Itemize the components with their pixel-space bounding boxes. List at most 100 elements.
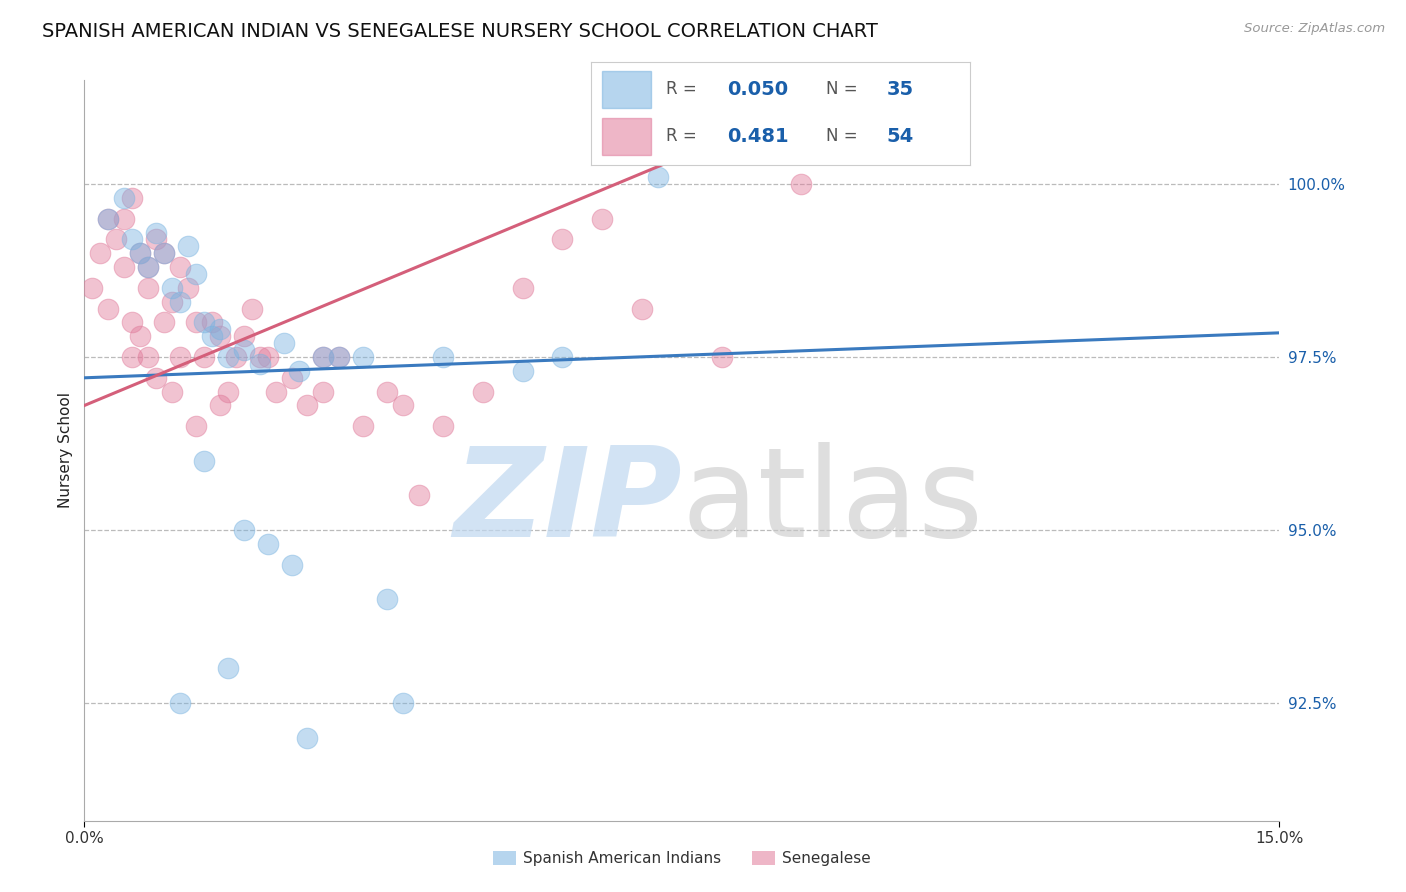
Point bbox=[408, 488, 430, 502]
Point bbox=[105, 232, 128, 246]
Point bbox=[184, 267, 207, 281]
Point bbox=[136, 350, 159, 364]
Point bbox=[551, 232, 574, 246]
Point bbox=[392, 399, 415, 413]
Point bbox=[153, 246, 176, 260]
Point bbox=[512, 281, 534, 295]
Point bbox=[169, 294, 191, 309]
Point bbox=[145, 232, 167, 246]
Text: ZIP: ZIP bbox=[453, 442, 682, 563]
Point bbox=[352, 350, 374, 364]
Point bbox=[121, 350, 143, 364]
Text: 0.481: 0.481 bbox=[727, 127, 789, 145]
Point bbox=[217, 350, 239, 364]
Point bbox=[121, 315, 143, 329]
Point bbox=[232, 343, 254, 358]
Point bbox=[136, 260, 159, 274]
Point bbox=[297, 399, 319, 413]
Point bbox=[177, 239, 200, 253]
Point bbox=[193, 315, 215, 329]
Point bbox=[97, 211, 120, 226]
Legend: Spanish American Indians, Senegalese: Spanish American Indians, Senegalese bbox=[486, 845, 877, 872]
Point bbox=[160, 384, 183, 399]
Point bbox=[112, 211, 135, 226]
Point bbox=[177, 281, 200, 295]
Text: 35: 35 bbox=[887, 79, 914, 99]
Point bbox=[392, 696, 415, 710]
Point bbox=[352, 419, 374, 434]
Point bbox=[375, 384, 398, 399]
Point bbox=[288, 364, 311, 378]
Point bbox=[280, 558, 302, 572]
Bar bbox=[602, 70, 651, 108]
Point bbox=[129, 329, 152, 343]
Point bbox=[512, 364, 534, 378]
Point bbox=[160, 294, 183, 309]
Text: Source: ZipAtlas.com: Source: ZipAtlas.com bbox=[1244, 22, 1385, 36]
Point bbox=[256, 537, 278, 551]
Point bbox=[153, 246, 176, 260]
Point bbox=[145, 371, 167, 385]
Point bbox=[160, 281, 183, 295]
Point bbox=[312, 350, 335, 364]
Point bbox=[169, 350, 191, 364]
Point bbox=[145, 226, 167, 240]
Point bbox=[256, 350, 278, 364]
Point bbox=[82, 281, 104, 295]
Point bbox=[264, 384, 287, 399]
Point bbox=[273, 336, 295, 351]
Point bbox=[193, 350, 215, 364]
Text: 54: 54 bbox=[887, 127, 914, 145]
Point bbox=[232, 523, 254, 537]
Point bbox=[312, 350, 335, 364]
Point bbox=[432, 350, 454, 364]
Point bbox=[217, 661, 239, 675]
Point bbox=[97, 211, 120, 226]
Text: R =: R = bbox=[666, 80, 703, 98]
Point bbox=[112, 260, 135, 274]
Point bbox=[201, 329, 224, 343]
Y-axis label: Nursery School: Nursery School bbox=[58, 392, 73, 508]
Point bbox=[136, 260, 159, 274]
Point bbox=[225, 350, 247, 364]
Point bbox=[591, 211, 613, 226]
Bar bbox=[602, 118, 651, 155]
Point bbox=[129, 246, 152, 260]
Point bbox=[471, 384, 494, 399]
Point bbox=[97, 301, 120, 316]
Point bbox=[312, 384, 335, 399]
Point bbox=[112, 191, 135, 205]
Point bbox=[121, 232, 143, 246]
Point bbox=[631, 301, 654, 316]
Point bbox=[328, 350, 350, 364]
Point bbox=[136, 281, 159, 295]
Point bbox=[249, 350, 271, 364]
Point bbox=[184, 419, 207, 434]
Point bbox=[184, 315, 207, 329]
Point bbox=[232, 329, 254, 343]
Point bbox=[249, 357, 271, 371]
Point bbox=[208, 399, 231, 413]
Point bbox=[89, 246, 111, 260]
Text: 0.050: 0.050 bbox=[727, 79, 789, 99]
Point bbox=[201, 315, 224, 329]
Text: SPANISH AMERICAN INDIAN VS SENEGALESE NURSERY SCHOOL CORRELATION CHART: SPANISH AMERICAN INDIAN VS SENEGALESE NU… bbox=[42, 22, 879, 41]
Point bbox=[710, 350, 733, 364]
Point bbox=[217, 384, 239, 399]
Text: atlas: atlas bbox=[682, 442, 984, 563]
Point bbox=[375, 592, 398, 607]
Point bbox=[153, 315, 176, 329]
Point bbox=[328, 350, 350, 364]
Point bbox=[208, 329, 231, 343]
Point bbox=[551, 350, 574, 364]
Point bbox=[208, 322, 231, 336]
Text: N =: N = bbox=[825, 128, 863, 145]
Text: R =: R = bbox=[666, 128, 703, 145]
Point bbox=[169, 696, 191, 710]
Point bbox=[121, 191, 143, 205]
Point bbox=[129, 246, 152, 260]
Point bbox=[280, 371, 302, 385]
Point bbox=[169, 260, 191, 274]
Point bbox=[240, 301, 263, 316]
Point bbox=[297, 731, 319, 745]
